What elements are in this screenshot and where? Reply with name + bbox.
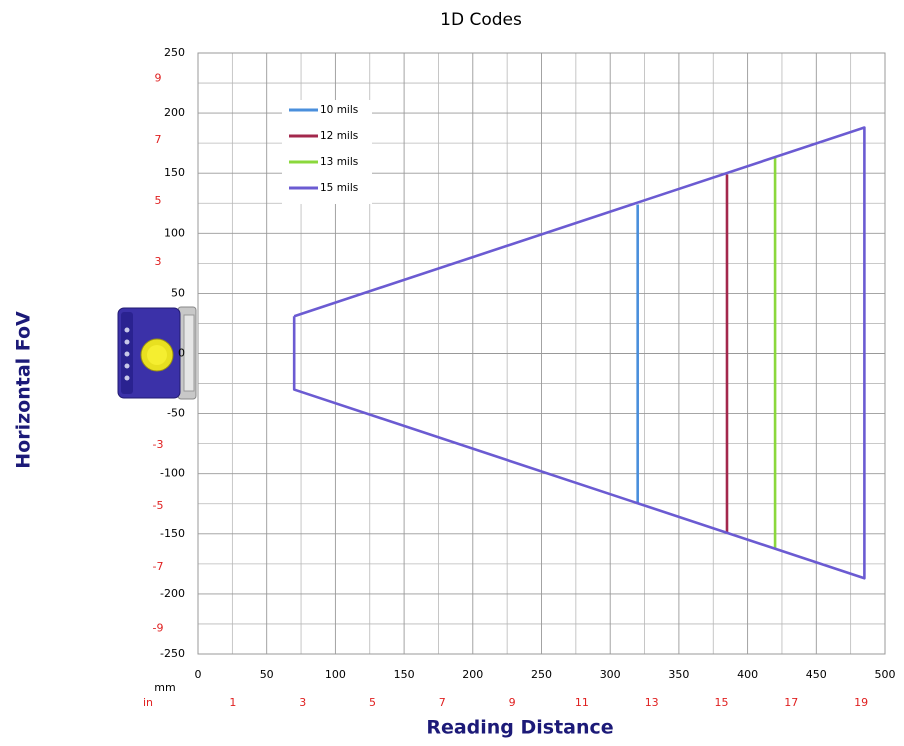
x2-tick-label: 19	[854, 696, 868, 709]
x2-tick-label: 7	[439, 696, 446, 709]
y-tick-label: 150	[164, 166, 185, 179]
chart-title: 1D Codes	[440, 10, 522, 30]
x-tick-label: 0	[195, 668, 202, 681]
x2-tick-label: 9	[509, 696, 516, 709]
series-line	[292, 126, 866, 580]
y2-tick-label: -5	[153, 499, 164, 512]
y-tick-label: 50	[171, 286, 185, 299]
x-tick-label: 400	[737, 668, 758, 681]
y-tick-label: 250	[164, 46, 185, 59]
x2-tick-label: 11	[575, 696, 589, 709]
x2-tick-label: 13	[645, 696, 659, 709]
x-tick-label: 450	[806, 668, 827, 681]
x-tick-label: 300	[600, 668, 621, 681]
y-tick-label: -100	[160, 467, 185, 480]
legend-label: 12 mils	[320, 130, 358, 142]
x2-tick-label: 1	[229, 696, 236, 709]
y2-tick-label: 9	[155, 72, 162, 85]
x-tick-label: 100	[325, 668, 346, 681]
plot-area: 10 mils 12 mils 13 mils 15 mils	[282, 100, 866, 580]
x-axis-title: Reading Distance	[426, 717, 613, 739]
x-tick-label: 350	[668, 668, 689, 681]
y2-tick-label: -3	[153, 438, 164, 451]
y2-tick-label: 3	[155, 255, 162, 268]
legend-label: 15 mils	[320, 182, 358, 194]
x-tick-label: 200	[462, 668, 483, 681]
x2-tick-label: 3	[299, 696, 306, 709]
x-unit-label: mm	[154, 681, 175, 694]
x-tick-label: 50	[260, 668, 274, 681]
y2-tick-label: -7	[153, 560, 164, 573]
legend-label: 10 mils	[320, 104, 358, 116]
x2-unit-label: in	[143, 696, 153, 709]
x2-tick-label: 17	[784, 696, 798, 709]
scanner-icon	[117, 306, 197, 400]
y2-tick-label: 5	[155, 194, 162, 207]
y-tick-label: -150	[160, 527, 185, 540]
y2-tick-label: -9	[153, 621, 164, 634]
y-tick-label: 0	[178, 347, 185, 360]
y-tick-label: 100	[164, 226, 185, 239]
y-tick-label: 200	[164, 106, 185, 119]
x-tick-label: 500	[875, 668, 896, 681]
legend-label: 13 mils	[320, 156, 358, 168]
y2-tick-label: 7	[155, 133, 162, 146]
x-tick-label: 250	[531, 668, 552, 681]
x-tick-label: 150	[394, 668, 415, 681]
x2-tick-label: 15	[714, 696, 728, 709]
y-tick-label: -250	[160, 647, 185, 660]
y-tick-label: -50	[167, 407, 185, 420]
x2-tick-label: 5	[369, 696, 376, 709]
y-tick-label: -200	[160, 587, 185, 600]
legend: 10 mils 12 mils 13 mils 15 mils	[282, 100, 372, 204]
y-axis-title: Horizontal FoV	[13, 311, 35, 469]
